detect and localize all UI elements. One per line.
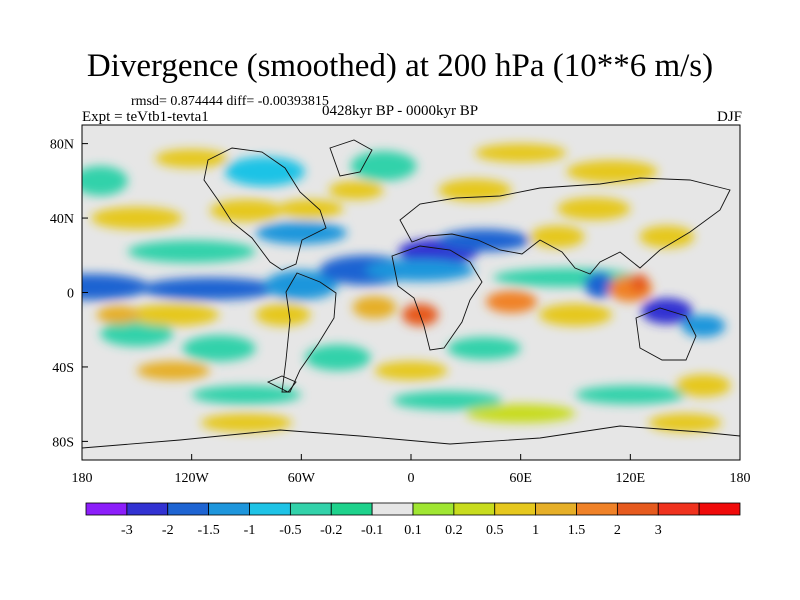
- divergence-cell: [438, 229, 530, 252]
- divergence-cell: [91, 206, 183, 230]
- y-tick-label: 80S: [52, 435, 74, 450]
- colorbar-label: -0.1: [361, 523, 383, 538]
- divergence-cell: [127, 303, 220, 327]
- divergence-cell: [224, 156, 305, 187]
- divergence-cell: [96, 305, 141, 325]
- colorbar-label: -0.5: [279, 523, 301, 538]
- colorbar-label: -1.5: [198, 523, 220, 538]
- colorbar-label: 0.2: [445, 523, 463, 538]
- colorbar-swatch: [126, 502, 169, 516]
- colorbar-swatch: [330, 502, 373, 516]
- colorbar: -3 -2 -1.5 -1 -0.5 -0.2 -0.1 0.1 0.2 0.5 1 1.5 2 3: [85, 502, 741, 538]
- divergence-cell: [374, 361, 448, 380]
- colorbar-swatch: [616, 502, 659, 516]
- divergence-cell: [191, 385, 302, 405]
- colorbar-swatch: [85, 502, 128, 516]
- x-tick-label: 180: [72, 471, 93, 486]
- divergence-cell: [575, 385, 686, 405]
- divergence-cell: [328, 180, 384, 200]
- divergence-cell: [681, 314, 726, 338]
- divergence-cell: [182, 335, 256, 362]
- season-label: DJF: [716, 109, 742, 125]
- coastlines: [82, 139, 740, 449]
- colorbar-swatch: [698, 502, 741, 516]
- colorbar-swatch: [371, 502, 414, 516]
- divergence-cell: [465, 404, 576, 423]
- chart-title: Divergence (smoothed) at 200 hPa (10**6 …: [86, 48, 714, 84]
- divergence-cell: [82, 273, 150, 300]
- divergence-cell: [100, 320, 174, 347]
- divergence-cell: [474, 143, 567, 163]
- divergence-cell: [365, 259, 475, 282]
- divergence-cell: [447, 337, 521, 360]
- y-tick-label: 40N: [50, 212, 74, 227]
- divergence-cell: [584, 272, 614, 299]
- divergence-cell: [485, 290, 538, 313]
- colorbar-swatch: [167, 502, 210, 516]
- divergence-cell: [352, 296, 397, 319]
- period-label: 0428kyr BP - 0000kyr BP: [322, 103, 479, 119]
- y-tick-label: 40S: [52, 361, 74, 376]
- colorbar-label: -0.2: [320, 523, 342, 538]
- colorbar-label: 0.1: [404, 523, 422, 538]
- divergence-cell: [136, 361, 210, 380]
- experiment-label: Expt = teVtb1-tevta1: [82, 109, 209, 125]
- divergence-cell: [438, 178, 512, 202]
- divergence-cell: [155, 149, 229, 168]
- divergence-cell: [639, 225, 695, 248]
- colorbar-swatch: [208, 502, 250, 516]
- x-axis: 180 120W 60W 0 60E 120E 180: [72, 454, 751, 486]
- y-tick-label: 0: [67, 287, 74, 302]
- divergence-cell: [140, 277, 280, 300]
- divergence-cell: [127, 240, 256, 263]
- colorbar-label: 1.5: [568, 523, 586, 538]
- colorbar-swatch: [576, 502, 618, 516]
- x-tick-label: 180: [730, 471, 751, 486]
- divergence-cell: [641, 298, 693, 325]
- x-tick-label: 60E: [509, 471, 532, 486]
- divergence-cell: [277, 199, 344, 219]
- divergence-cell: [82, 165, 128, 196]
- x-tick-label: 0: [408, 471, 415, 486]
- colorbar-swatch: [249, 502, 291, 516]
- divergence-cell: [304, 344, 371, 371]
- divergence-cell: [538, 303, 613, 327]
- divergence-field: [82, 143, 731, 433]
- divergence-cell: [209, 199, 284, 222]
- divergence-cell: [392, 391, 503, 410]
- divergence-cell: [255, 221, 348, 245]
- colorbar-swatch: [494, 502, 537, 516]
- colorbar-label: -2: [162, 523, 174, 538]
- y-axis: 80N 40N 0 40S 80S: [50, 138, 88, 450]
- x-tick-label: 60W: [288, 471, 316, 486]
- divergence-cell: [676, 374, 731, 397]
- divergence-cell: [350, 151, 417, 181]
- colorbar-swatch: [289, 502, 332, 516]
- y-tick-label: 80N: [50, 138, 74, 153]
- colorbar-swatch: [453, 502, 496, 516]
- divergence-cell: [200, 413, 293, 433]
- colorbar-swatch: [535, 502, 577, 516]
- x-tick-label: 120W: [175, 471, 210, 486]
- colorbar-label: -3: [121, 523, 133, 538]
- divergence-cell: [630, 273, 649, 293]
- colorbar-label: 2: [614, 523, 621, 538]
- stats-label: rmsd= 0.874444 diff= -0.00393815: [131, 94, 329, 109]
- colorbar-swatch: [657, 502, 700, 516]
- divergence-cell: [557, 197, 631, 220]
- x-tick-label: 120E: [616, 471, 646, 486]
- divergence-cell: [566, 160, 658, 183]
- divergence-cell: [648, 413, 722, 433]
- divergence-cell: [264, 270, 338, 300]
- colorbar-label: -1: [244, 523, 256, 538]
- divergence-cell: [255, 303, 311, 327]
- colorbar-label: 0.5: [486, 523, 504, 538]
- divergence-cell: [529, 225, 585, 248]
- colorbar-label: 3: [655, 523, 662, 538]
- colorbar-label: 1: [532, 523, 539, 538]
- colorbar-swatch: [412, 502, 455, 516]
